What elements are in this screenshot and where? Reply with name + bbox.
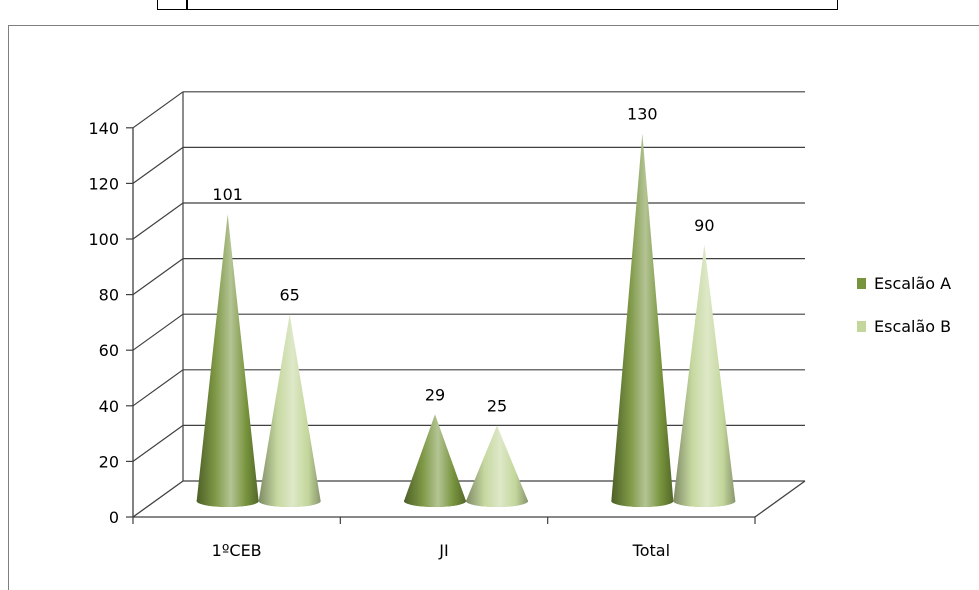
cone-escal-o-a-0	[196, 214, 259, 507]
top-table-divider	[186, 0, 188, 10]
x-tick-label: 1ºCEB	[212, 541, 262, 560]
cone-escal-o-b-0	[258, 314, 321, 507]
top-table-border	[157, 0, 838, 10]
data-label: 29	[425, 385, 445, 404]
data-label: 130	[627, 105, 658, 124]
y-tick-label: 80	[99, 286, 119, 305]
cone-escal-o-b-2	[673, 244, 736, 508]
data-label: 90	[694, 216, 714, 235]
data-label: 101	[212, 185, 243, 204]
gridline-side	[132, 146, 184, 184]
gridline-side	[132, 313, 184, 351]
y-tick-label: 20	[99, 452, 119, 471]
cone-escal-o-b-1	[466, 425, 528, 507]
y-tick-label: 100	[88, 230, 119, 249]
cone-escal-o-a-1	[404, 414, 466, 507]
chart-frame	[8, 25, 979, 590]
legend-swatch	[857, 321, 866, 332]
x-tick-label: JI	[438, 541, 448, 560]
cones	[196, 133, 736, 508]
legend-swatch	[857, 278, 866, 289]
x-axis: 1ºCEB JI Total	[132, 517, 756, 560]
legend: Escalão A Escalão B	[857, 274, 951, 336]
gridline-side	[132, 258, 184, 296]
x-tick-label: Total	[632, 541, 670, 560]
data-labels: 101 65 29 25 130 90	[212, 105, 714, 416]
y-tick-label: 60	[99, 341, 119, 360]
cone-escal-o-a-2	[611, 133, 674, 507]
y-tick-label: 140	[88, 119, 119, 138]
gridline-side	[132, 202, 184, 240]
legend-label: Escalão A	[874, 274, 951, 293]
y-tick-label: 0	[109, 508, 119, 527]
data-label: 25	[487, 397, 507, 416]
gridline-side	[132, 424, 184, 462]
y-tick-label: 40	[99, 397, 119, 416]
data-label: 65	[279, 285, 299, 304]
gridline-side	[132, 91, 184, 129]
y-axis-ticks: 0 20 40 60 80 100 120 140	[88, 119, 133, 527]
y-tick-label: 120	[88, 174, 119, 193]
gridline-side	[132, 369, 184, 407]
legend-label: Escalão B	[874, 317, 951, 336]
floor-left-edge	[132, 480, 184, 518]
floor-right-edge	[754, 480, 806, 518]
